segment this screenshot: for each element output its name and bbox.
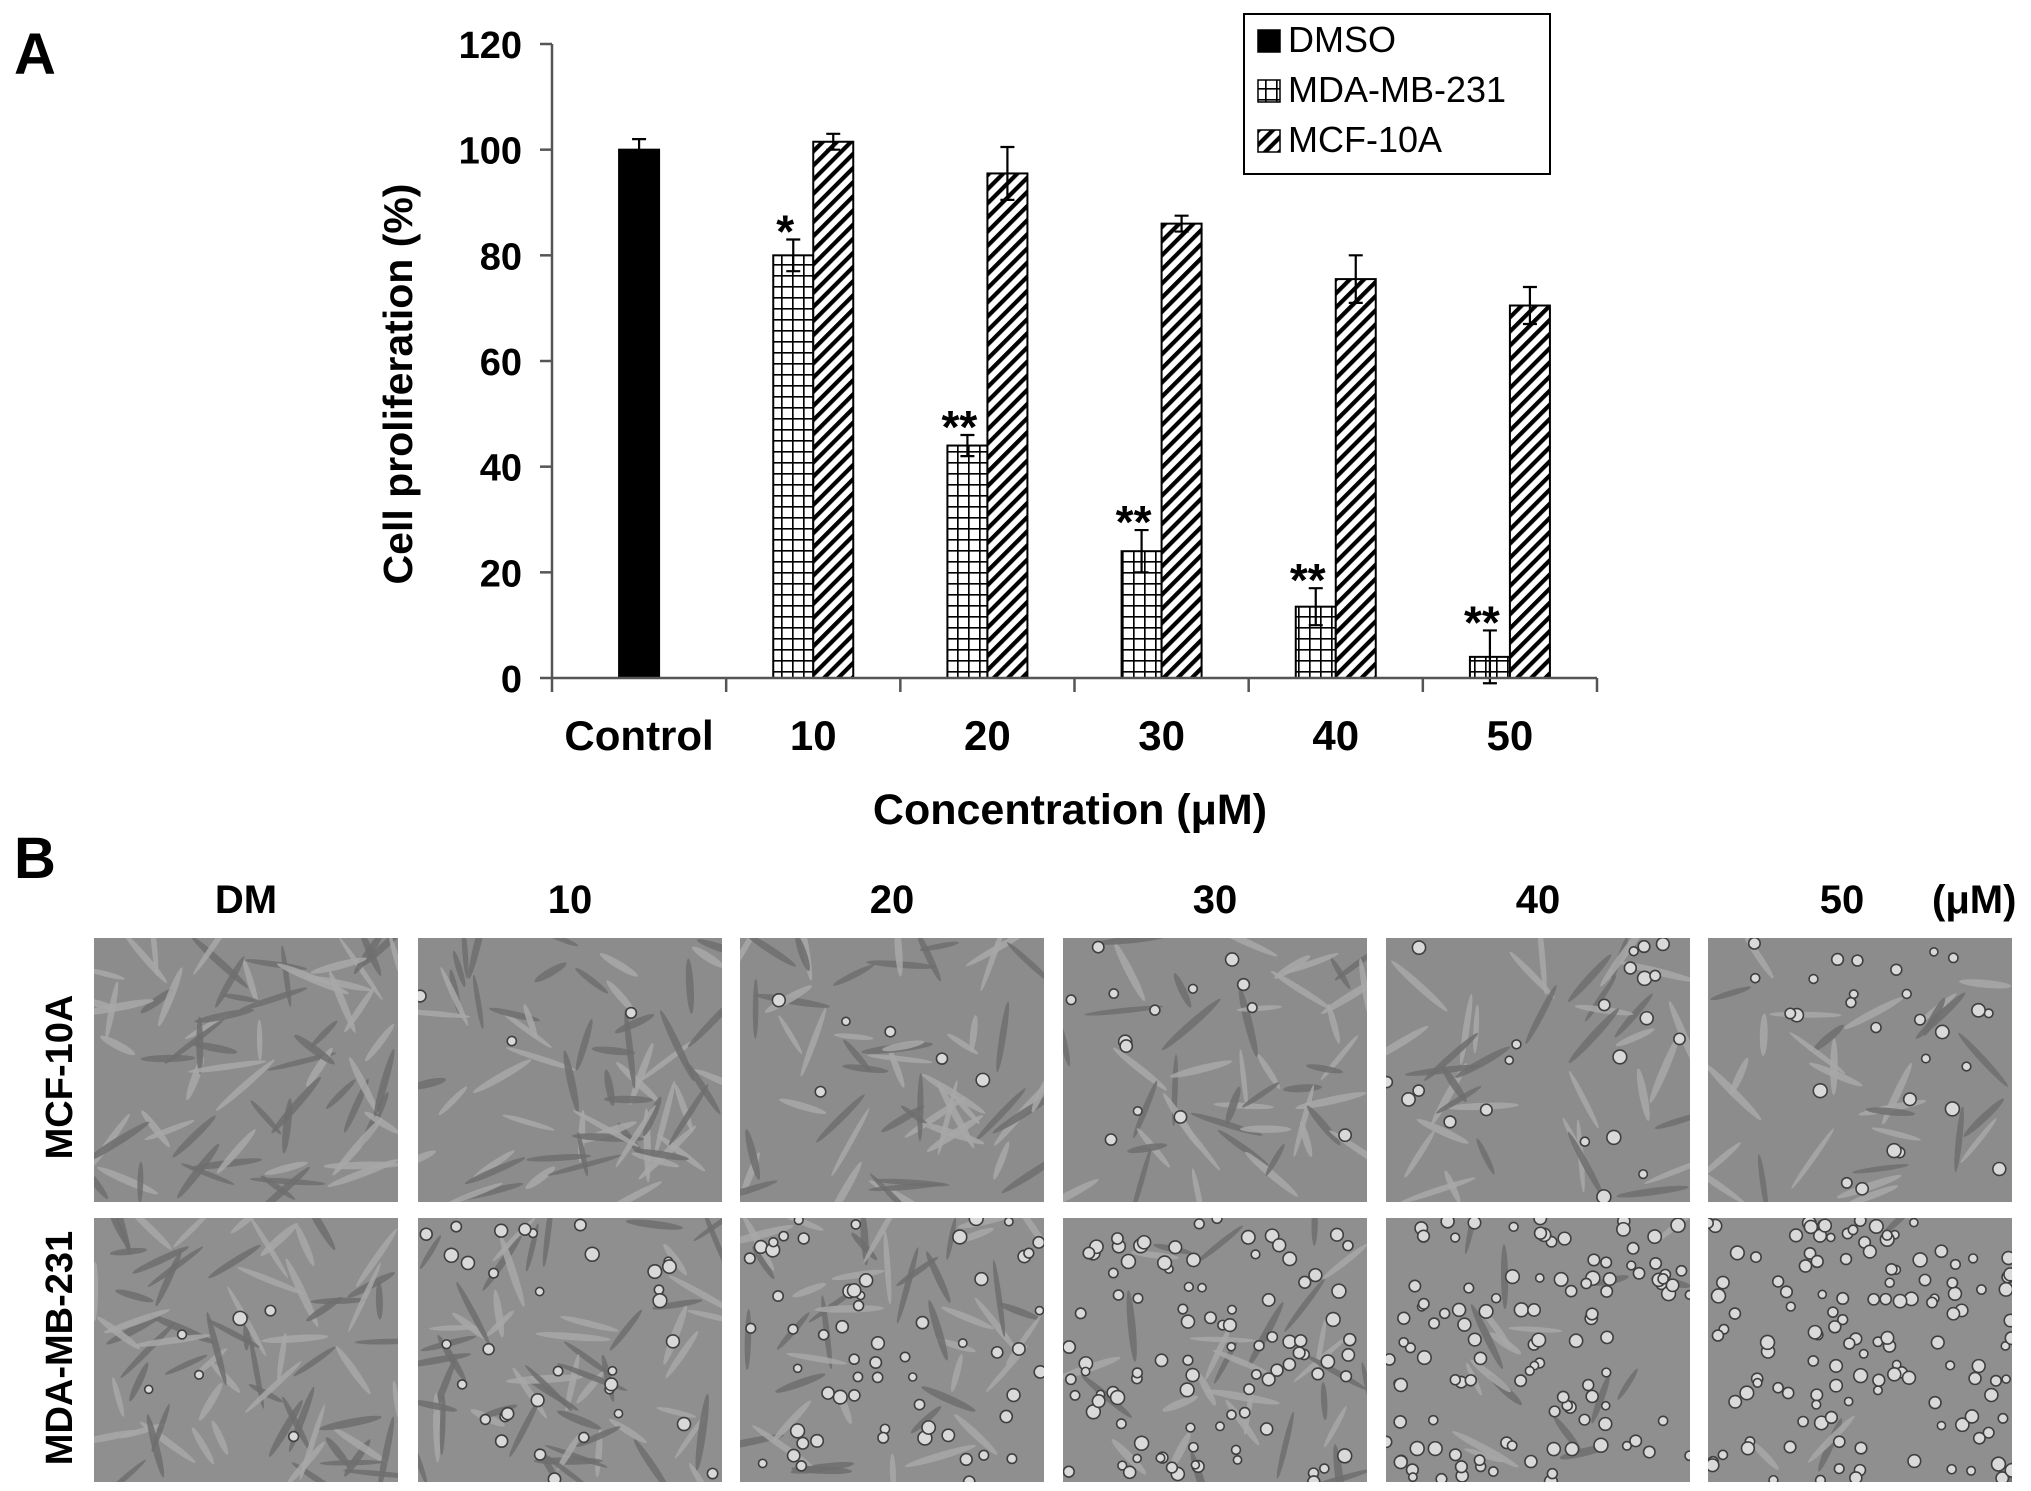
col-label-30: 30 [1192,878,1238,922]
micrograph-mdamb231-4 [1386,1218,1690,1482]
y-tick-label: 80 [480,236,522,278]
error-bar [1308,587,1323,627]
y-tick-label: 40 [480,448,522,490]
micrograph-mcf10a-0 [94,938,398,1202]
micrograph-mcf10a-3 [1063,938,1367,1202]
y-tick-label: 120 [459,25,522,67]
micrograph-mdamb231-3 [1063,1218,1367,1482]
legend-swatch [1257,129,1281,153]
micrograph-mdamb231-2 [740,1218,1044,1482]
significance-marker: ** [1290,554,1326,606]
x-tick-label: 20 [964,712,1011,759]
x-axis-label: Concentration (μM) [873,786,1267,834]
legend-label: MDA-MB-231 [1288,69,1506,110]
col-label-20: 20 [869,878,915,922]
micrograph-mcf10a-4 [1386,938,1690,1202]
micrograph-mcf10a-5 [1708,938,2012,1202]
micrograph-mcf10a-1 [418,938,722,1202]
error-bar [1174,214,1189,233]
x-tick-label: 30 [1138,712,1185,759]
bar-dmso-control [618,148,661,679]
significance-marker: ** [942,401,978,453]
col-label-dm: DM [214,878,278,922]
micrograph-mcf10a-2 [740,938,1044,1202]
error-bar [632,138,647,162]
significance-marker: * [776,205,794,257]
unit-label: (μM) [1932,878,2017,922]
legend-label: DMSO [1288,19,1396,60]
significance-marker: ** [1464,596,1500,648]
error-bar [786,238,801,273]
error-bar [826,132,841,151]
col-label-50: 50 [1819,878,1865,922]
legend-swatch [1257,79,1281,103]
y-tick-label: 100 [459,131,522,173]
micrograph-mdamb231-5 [1708,1218,2012,1482]
error-bar [1000,145,1015,201]
y-tick-label: 0 [501,659,522,701]
micrograph-mdamb231-1 [418,1218,722,1482]
col-label-40: 40 [1515,878,1561,922]
error-bar [1348,254,1363,304]
bar-mda-mb-231-20 [946,444,989,679]
error-bar [1482,629,1497,685]
legend-box [1243,13,1551,175]
significance-marker: ** [1116,496,1152,548]
x-tick-label: 40 [1312,712,1359,759]
col-label-10: 10 [547,878,593,922]
bar-mda-mb-231-10 [772,254,815,679]
panel-b-letter: B [14,826,56,891]
bar-mcf-10a-30 [1160,222,1203,679]
bar-mcf-10a-10 [812,140,855,680]
x-tick-label: 10 [790,712,837,759]
legend-label: MCF-10A [1288,119,1442,160]
y-tick-label: 20 [480,553,522,595]
row-label-mcf10a: MCF-10A [39,994,81,1160]
error-bar [1134,528,1149,574]
y-tick-label: 60 [480,342,522,384]
error-bar [960,433,975,458]
bar-mcf-10a-50 [1508,304,1551,679]
error-bar [1522,285,1537,326]
x-tick-label: 50 [1487,712,1534,759]
micrograph-mdamb231-0 [94,1218,398,1482]
row-label-mdamb231: MDA-MB-231 [39,1230,81,1466]
panel-a-letter: A [14,22,56,87]
y-axis-label: Cell proliferation (%) [375,184,421,585]
legend-swatch [1257,29,1281,53]
bar-mcf-10a-20 [986,172,1029,679]
x-tick-label: Control [564,712,713,759]
bar-mcf-10a-40 [1334,278,1377,679]
